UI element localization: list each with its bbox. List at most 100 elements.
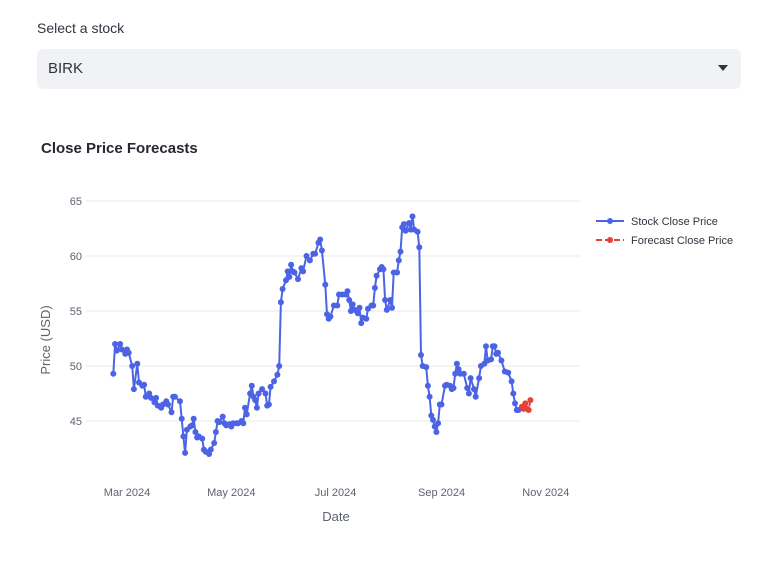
data-point[interactable] (306, 257, 313, 264)
data-point[interactable] (380, 266, 387, 273)
data-point[interactable] (373, 272, 380, 279)
legend[interactable]: Stock Close Price Forecast Close Price (596, 216, 733, 247)
data-point[interactable] (414, 228, 421, 235)
data-point[interactable] (255, 390, 262, 397)
data-point[interactable] (424, 382, 431, 389)
data-point[interactable] (409, 213, 416, 220)
data-point[interactable] (271, 378, 277, 385)
data-point[interactable] (510, 390, 517, 397)
data-point[interactable] (435, 420, 442, 427)
data-point[interactable] (253, 404, 260, 411)
data-point[interactable] (134, 360, 141, 367)
data-point[interactable] (284, 268, 291, 275)
data-point[interactable] (259, 386, 266, 393)
data-point[interactable] (180, 433, 187, 440)
data-point[interactable] (189, 422, 195, 429)
data-point[interactable] (211, 440, 218, 446)
data-point[interactable] (464, 385, 471, 391)
data-point[interactable] (327, 313, 334, 320)
data-point[interactable] (148, 394, 154, 401)
data-point[interactable] (288, 261, 295, 268)
data-point[interactable] (291, 269, 298, 276)
data-point[interactable] (274, 371, 281, 378)
data-point[interactable] (498, 357, 505, 364)
data-point[interactable] (383, 306, 390, 313)
data-point[interactable] (483, 343, 489, 350)
data-point[interactable] (349, 301, 356, 308)
data-point[interactable] (465, 390, 472, 397)
data-point[interactable] (418, 352, 424, 358)
data-point[interactable] (334, 302, 341, 309)
stock-select[interactable]: BIRK (37, 49, 741, 89)
data-point[interactable] (433, 429, 440, 435)
data-point[interactable] (312, 250, 319, 257)
data-point[interactable] (382, 297, 389, 303)
data-point[interactable] (113, 347, 120, 354)
data-point[interactable] (110, 370, 117, 377)
data-point[interactable] (212, 429, 219, 435)
data-point[interactable] (344, 288, 351, 295)
data-point[interactable] (318, 247, 325, 254)
data-point[interactable] (395, 257, 402, 264)
data-point[interactable] (397, 248, 404, 255)
data-point[interactable] (190, 415, 197, 422)
data-point[interactable] (276, 363, 283, 369)
data-point[interactable] (416, 244, 423, 251)
data-point[interactable] (505, 369, 512, 376)
data-point[interactable] (472, 393, 479, 400)
data-point[interactable] (371, 284, 378, 291)
data-point[interactable] (363, 315, 370, 322)
data-point[interactable] (242, 404, 248, 411)
data-point[interactable] (118, 346, 125, 353)
data-point[interactable] (450, 385, 457, 391)
data-point[interactable] (406, 220, 413, 226)
data-point[interactable] (356, 304, 363, 311)
data-point[interactable] (262, 390, 269, 397)
data-point[interactable] (389, 304, 395, 311)
data-point[interactable] (488, 356, 495, 363)
data-point[interactable] (207, 446, 214, 453)
data-point[interactable] (423, 364, 430, 371)
data-point[interactable] (240, 420, 247, 427)
data-point[interactable] (165, 401, 171, 408)
data-point[interactable] (243, 411, 250, 418)
data-point[interactable] (394, 269, 401, 276)
data-point[interactable] (219, 413, 226, 420)
data-point[interactable] (426, 393, 433, 400)
data-point[interactable] (168, 409, 175, 416)
chevron-down-icon[interactable] (718, 65, 728, 71)
data-point[interactable] (192, 429, 199, 435)
data-point[interactable] (171, 393, 178, 400)
data-point[interactable] (216, 419, 223, 426)
legend-item[interactable]: Forecast Close Price (596, 235, 733, 247)
data-point[interactable] (438, 401, 445, 408)
data-point[interactable] (402, 227, 409, 234)
data-point[interactable] (370, 302, 377, 309)
data-point[interactable] (130, 386, 137, 393)
data-point[interactable] (467, 375, 474, 382)
data-point[interactable] (129, 363, 136, 369)
data-point[interactable] (512, 400, 518, 407)
data-point[interactable] (286, 273, 293, 280)
data-point[interactable] (354, 310, 361, 317)
data-point[interactable] (295, 276, 301, 283)
data-point[interactable] (277, 299, 284, 306)
data-point[interactable] (112, 341, 119, 347)
data-point[interactable] (117, 341, 124, 347)
data-point[interactable] (322, 281, 329, 288)
data-point[interactable] (267, 383, 274, 390)
data-point[interactable] (141, 381, 148, 388)
data-point[interactable] (476, 375, 483, 382)
data-point[interactable] (525, 407, 532, 413)
data-point[interactable] (177, 398, 183, 405)
data-point[interactable] (522, 400, 529, 407)
data-point[interactable] (471, 386, 477, 393)
data-point[interactable] (527, 397, 534, 404)
data-point[interactable] (265, 401, 272, 408)
data-point[interactable] (400, 221, 407, 228)
data-point[interactable] (508, 378, 515, 385)
data-point[interactable] (125, 349, 132, 356)
data-point[interactable] (317, 236, 324, 243)
data-point[interactable] (279, 286, 286, 292)
data-point[interactable] (248, 382, 255, 389)
